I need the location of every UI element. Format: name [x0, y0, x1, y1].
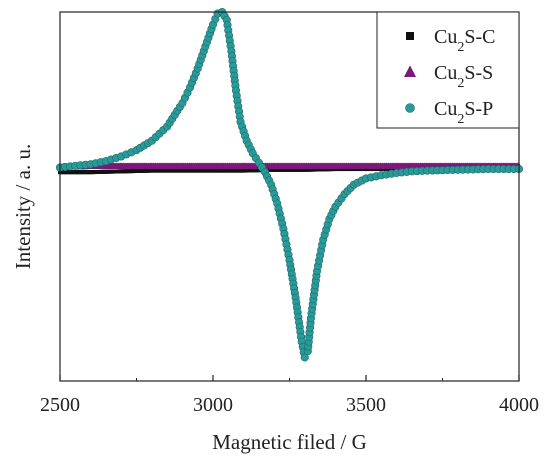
- x-tick-label: 4000: [499, 394, 539, 416]
- legend-label-part: S-S: [464, 62, 493, 84]
- legend-label-part: Cu: [434, 26, 457, 48]
- y-axis-title: Intensity / a. u.: [11, 144, 35, 269]
- legend-marker: [403, 65, 417, 77]
- series-cu2s-p: [55, 7, 524, 362]
- legend-label-part: Cu: [434, 98, 457, 120]
- legend-label-part: Cu: [434, 62, 457, 84]
- legend-box: [376, 11, 520, 129]
- legend-marker: [405, 103, 415, 113]
- x-tick-label: 2500: [40, 394, 80, 416]
- legend-label-subscript: 2: [457, 40, 464, 55]
- legend-marker: [406, 32, 414, 40]
- axes: 2500 3000 3500 4000 Magnetic filed / G Intens…: [11, 11, 539, 454]
- legend-label: Cu2S-S: [434, 62, 493, 91]
- legend-label: Cu2S-C: [434, 26, 495, 55]
- legend-label-subscript: 2: [457, 112, 464, 127]
- plot-area: [55, 7, 524, 362]
- legend-label-subscript: 2: [457, 76, 464, 91]
- legend-label-part: S-P: [464, 98, 493, 120]
- legend-label: Cu2S-P: [434, 98, 493, 127]
- x-tick-label: 3500: [346, 394, 386, 416]
- x-axis-title: Magnetic filed / G: [212, 430, 367, 454]
- x-tick-label: 3000: [193, 394, 233, 416]
- legend-label-part: S-C: [464, 26, 495, 48]
